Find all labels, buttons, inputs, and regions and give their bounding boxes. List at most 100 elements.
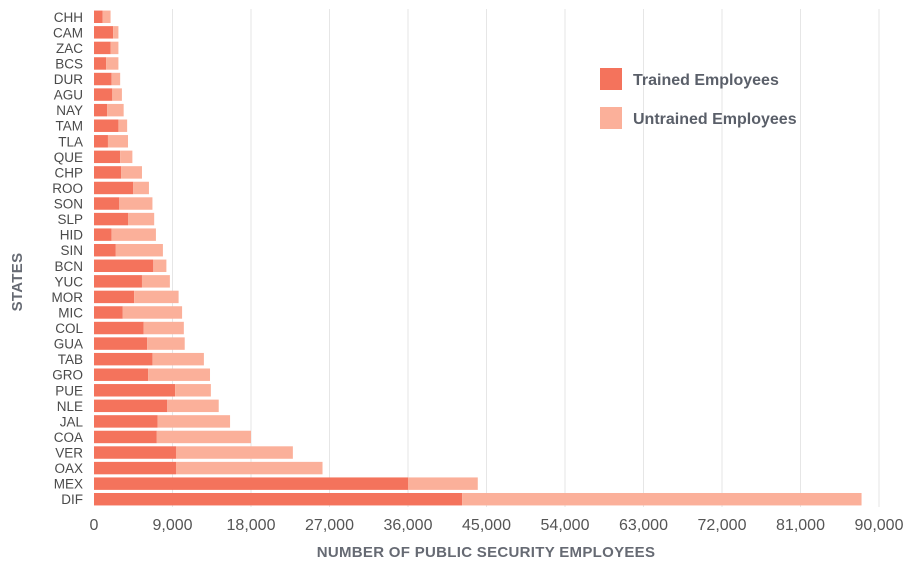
y-axis-title: STATES xyxy=(9,253,26,312)
y-tick-label: SIN xyxy=(60,243,83,258)
y-tick-label: CAM xyxy=(53,25,83,40)
bar-trained xyxy=(94,26,114,39)
y-tick-label: TAM xyxy=(56,119,84,134)
bar-untrained xyxy=(120,150,133,164)
bar-trained xyxy=(94,166,122,179)
y-tick-label: GRO xyxy=(52,368,83,383)
bar-untrained xyxy=(462,492,862,506)
y-tick-label: COL xyxy=(55,321,83,336)
x-tick-label: 9,000 xyxy=(152,517,192,534)
bar-trained xyxy=(94,290,135,304)
x-tick-label: 0 xyxy=(90,517,99,534)
y-tick-label: MEX xyxy=(54,477,83,492)
x-tick-label: 45,000 xyxy=(462,517,511,534)
bar-trained xyxy=(94,88,113,101)
bar-trained xyxy=(94,41,111,55)
bar-untrained xyxy=(134,290,179,304)
bar-untrained xyxy=(153,259,167,273)
y-tick-label: QUE xyxy=(54,150,83,165)
y-tick-label: GUA xyxy=(54,337,83,352)
x-tick-label: 63,000 xyxy=(619,517,668,534)
bar-untrained xyxy=(111,72,121,86)
y-tick-label: NAY xyxy=(56,103,83,118)
bar-untrained xyxy=(175,384,211,397)
y-tick-label: PUE xyxy=(55,383,83,398)
bar-trained xyxy=(94,306,123,319)
y-tick-label: NLE xyxy=(57,399,83,414)
bar-trained xyxy=(94,10,103,24)
x-tick-label: 18,000 xyxy=(227,517,276,534)
y-tick-label: CHH xyxy=(54,10,83,25)
bar-untrained xyxy=(157,415,231,428)
y-tick-label: MOR xyxy=(52,290,84,305)
y-tick-label: ROO xyxy=(52,181,83,196)
bar-untrained xyxy=(111,228,156,241)
legend-label-untrained: Untrained Employees xyxy=(633,111,797,128)
bar-untrained xyxy=(106,57,119,70)
y-tick-label: BCS xyxy=(55,56,83,71)
bar-trained xyxy=(94,352,153,366)
bar-trained xyxy=(94,275,142,288)
y-tick-label: OAX xyxy=(54,461,83,476)
bar-trained xyxy=(94,119,119,132)
y-tick-label: ZAC xyxy=(56,41,83,56)
bar-trained xyxy=(94,477,408,490)
y-tick-label: AGU xyxy=(54,88,83,103)
legend: Trained Employees Untrained Employees xyxy=(600,68,797,129)
bar-untrained xyxy=(152,352,204,366)
x-tick-label: 72,000 xyxy=(698,517,747,534)
bar-trained xyxy=(94,259,154,273)
x-tick-label: 54,000 xyxy=(541,517,590,534)
bar-untrained xyxy=(113,26,119,39)
y-tick-label: TAB xyxy=(58,352,83,367)
x-tick-label: 27,000 xyxy=(305,517,354,534)
y-tick-labels: CHHCAMZACBCSDURAGUNAYTAMTLAQUECHPROOSONS… xyxy=(52,10,84,507)
bar-untrained xyxy=(133,181,149,195)
bar-trained xyxy=(94,135,108,148)
bar-untrained xyxy=(107,103,124,117)
bar-trained xyxy=(94,461,176,475)
bar-trained xyxy=(94,446,176,459)
legend-swatch-trained xyxy=(600,68,622,90)
bar-untrained xyxy=(128,212,155,226)
y-tick-label: TLA xyxy=(58,134,83,149)
x-tick-label: 81,000 xyxy=(776,517,825,534)
bar-trained xyxy=(94,181,134,195)
bar-trained xyxy=(94,150,121,164)
y-tick-label: JAL xyxy=(60,414,84,429)
bar-untrained xyxy=(167,399,219,413)
bar-untrained xyxy=(112,88,122,101)
y-tick-label: HID xyxy=(60,228,84,243)
grid-lines xyxy=(172,9,880,507)
x-axis-title: NUMBER OF PUBLIC SECURITY EMPLOYEES xyxy=(317,544,656,561)
y-tick-label: COA xyxy=(54,430,83,445)
bar-untrained xyxy=(148,368,211,381)
bar-untrained xyxy=(102,10,111,24)
y-tick-label: DIF xyxy=(61,492,83,507)
bar-untrained xyxy=(115,243,163,257)
bar-trained xyxy=(94,415,158,428)
y-tick-label: MIC xyxy=(58,305,83,320)
bar-trained xyxy=(94,72,112,86)
bar-untrained xyxy=(141,275,170,288)
y-tick-label: YUC xyxy=(54,274,83,289)
bar-trained xyxy=(94,492,463,506)
y-tick-label: VER xyxy=(55,446,83,461)
bar-trained xyxy=(94,103,108,117)
y-tick-label: BCN xyxy=(54,259,83,274)
y-tick-label: SLP xyxy=(57,212,83,227)
x-tick-label: 36,000 xyxy=(384,517,433,534)
bar-trained xyxy=(94,384,176,397)
bar-untrained xyxy=(143,321,184,335)
y-tick-label: SON xyxy=(54,197,83,212)
bar-trained xyxy=(94,243,116,257)
bar-untrained xyxy=(175,446,293,459)
bar-trained xyxy=(94,399,168,413)
bar-untrained xyxy=(156,430,251,444)
bar-trained xyxy=(94,228,112,241)
bar-trained xyxy=(94,212,129,226)
x-tick-label: 90,000 xyxy=(855,517,904,534)
bars xyxy=(94,10,862,506)
y-tick-label: DUR xyxy=(54,72,83,87)
